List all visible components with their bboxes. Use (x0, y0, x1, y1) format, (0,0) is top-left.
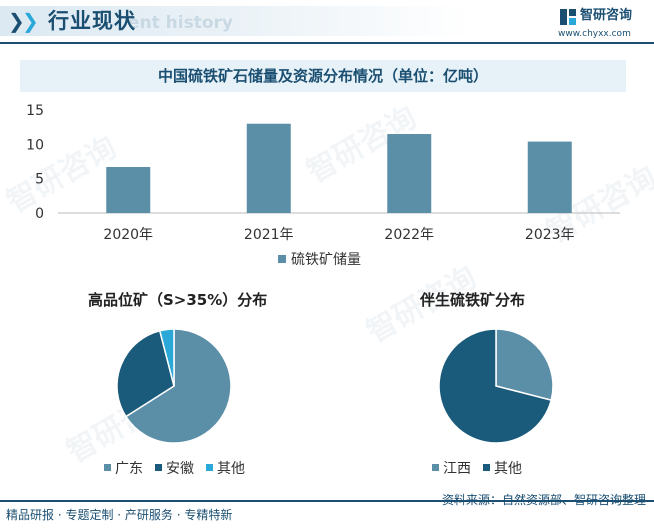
pie-title-high-grade: 高品位矿（S>35%）分布 (88, 291, 268, 309)
chart-title-background (20, 60, 626, 92)
pie-slice (124, 328, 232, 444)
legend-swatch (483, 464, 490, 471)
chevron-right-icon: ❯ (8, 9, 25, 33)
legend-swatch (278, 255, 286, 263)
brand-url: www.chyxx.com (558, 29, 631, 39)
legend-label: 硫铁矿储量 (291, 252, 361, 268)
bar (106, 166, 151, 213)
legend-swatch (104, 464, 111, 471)
bar (387, 134, 432, 213)
pie-slice (495, 328, 554, 402)
page-title: 行业现状 (48, 9, 136, 33)
brand-logo-icon (560, 9, 576, 25)
page-header: ❯ ❯ ent history 行业现状 智研咨询 www.chyxx.com (0, 0, 654, 44)
legend-label: 其他 (494, 461, 522, 477)
pie-slice (438, 328, 553, 444)
bar (527, 141, 572, 213)
y-tick-label: 0 (35, 206, 44, 222)
x-tick-label: 2023年 (525, 227, 575, 243)
header-ghost-text: ent history (128, 13, 233, 33)
footer-divider (0, 500, 654, 502)
chevron-right-icon: ❯ (22, 9, 39, 33)
pie-slice (116, 329, 175, 418)
legend-swatch (432, 464, 439, 471)
legend-swatch (155, 464, 162, 471)
page-footer: 精品研报 · 专题定制 · 产研服务 · 专精特新 (0, 500, 654, 528)
pie-chart-associated: 江西 其他 (432, 328, 554, 477)
legend-label: 其他 (217, 461, 245, 477)
data-source: 资料来源：自然资源部、智研咨询整理 (441, 493, 646, 507)
y-tick-label: 10 (26, 137, 44, 153)
legend-swatch (206, 464, 213, 471)
x-tick-label: 2020年 (103, 227, 153, 243)
y-tick-label: 15 (26, 103, 44, 119)
pie-title-associated: 伴生硫铁矿分布 (420, 291, 526, 309)
header-banner (0, 6, 470, 36)
footer-slogan: 精品研报 · 专题定制 · 产研服务 · 专精特新 (6, 508, 233, 522)
header-divider (0, 42, 654, 44)
legend-label: 江西 (443, 461, 471, 477)
pie-chart-high-grade: 广东 安徽 其他 (104, 328, 245, 477)
legend-label: 安徽 (166, 461, 194, 477)
x-tick-label: 2022年 (384, 227, 434, 243)
y-tick-label: 5 (35, 172, 44, 188)
chart-title: 中国硫铁矿石储量及资源分布情况（单位：亿吨） (157, 67, 488, 85)
pie-slice (158, 328, 175, 387)
brand-name: 智研咨询 (580, 8, 633, 23)
bar (246, 123, 291, 213)
x-tick-label: 2021年 (244, 227, 294, 243)
legend-label: 广东 (115, 461, 143, 477)
